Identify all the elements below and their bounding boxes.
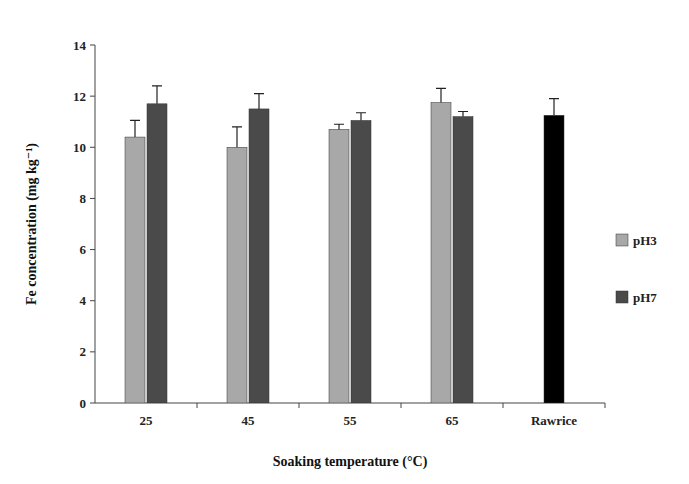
x-tick [197, 403, 198, 408]
error-bar [232, 127, 242, 147]
error-bar [254, 94, 264, 109]
error-bar [458, 111, 468, 116]
y-tick-label: 12 [73, 89, 86, 104]
x-axis [95, 403, 605, 404]
x-tick-label: 65 [446, 413, 460, 428]
y-axis [95, 45, 96, 403]
y-tick [90, 300, 95, 301]
x-tick [401, 403, 402, 408]
error-bar [152, 86, 162, 104]
error-bar [334, 124, 344, 129]
y-tick-label: 8 [80, 191, 87, 206]
x-tick [299, 403, 300, 408]
chart: 0 2 4 6 8 10 12 14 25 45 55 65 Rawrice pH3 pH7 Soaking … [0, 0, 689, 484]
legend-swatch [616, 234, 628, 246]
y-tick-label: 6 [80, 242, 87, 257]
bar [125, 137, 145, 403]
bar [227, 147, 247, 403]
y-tick [90, 249, 95, 250]
x-tick-label: 25 [140, 413, 154, 428]
y-tick [90, 198, 95, 199]
y-tick [90, 403, 95, 404]
x-tick-label: 55 [344, 413, 358, 428]
bar [431, 103, 451, 403]
x-tick-label: Rawrice [531, 413, 577, 428]
bar [544, 115, 564, 403]
error-bars [130, 86, 559, 147]
y-tick-label: 0 [80, 396, 87, 411]
error-bar [549, 99, 559, 116]
background [0, 0, 689, 484]
x-tick [503, 403, 504, 408]
error-bar [356, 113, 366, 121]
legend-label: pH7 [633, 290, 657, 305]
error-bar [436, 88, 446, 102]
y-tick [90, 45, 95, 46]
y-tick-label: 14 [73, 38, 87, 53]
bar [351, 120, 371, 403]
x-tick-label: 45 [242, 413, 256, 428]
y-tick-label: 10 [73, 140, 86, 155]
bar [453, 117, 473, 403]
error-bar [130, 120, 140, 137]
y-tick [90, 147, 95, 148]
y-axis-title: Fe concentration (mg kg⁻¹) [24, 143, 40, 305]
y-tick-label: 4 [80, 293, 87, 308]
legend-swatch [616, 291, 628, 303]
y-tick [90, 351, 95, 352]
y-tick [90, 96, 95, 97]
legend-label: pH3 [633, 233, 657, 248]
bars [125, 103, 564, 403]
bar [147, 104, 167, 403]
bar [249, 109, 269, 403]
y-tick-label: 2 [80, 344, 87, 359]
x-tick [605, 403, 606, 408]
bar [329, 129, 349, 403]
x-axis-title: Soaking temperature (°C) [273, 454, 428, 470]
